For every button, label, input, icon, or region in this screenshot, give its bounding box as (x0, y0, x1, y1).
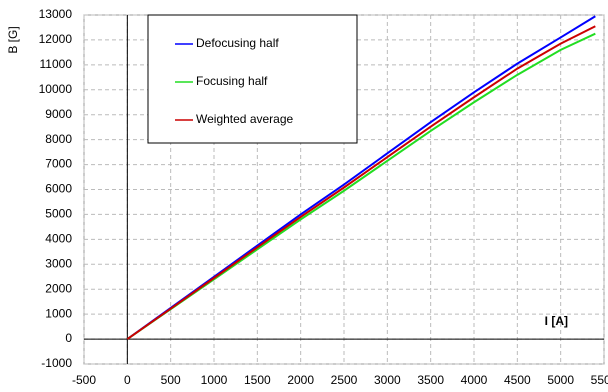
x-tick-label: -500 (72, 373, 96, 387)
legend: Defocusing half Focusing half Weighted ave… (147, 14, 358, 144)
x-tick-label: 5000 (547, 373, 574, 387)
series-line (126, 25, 596, 340)
x-tick-label: 5500 (591, 373, 608, 387)
x-tick-label: 500 (161, 373, 181, 387)
x-tick-label: 2000 (287, 373, 314, 387)
x-tick-label: 3500 (417, 373, 444, 387)
x-tick-label: 1500 (244, 373, 271, 387)
y-tick-label: 10000 (39, 82, 73, 96)
legend-label: Defocusing half (196, 36, 279, 50)
y-tick-label: 7000 (45, 157, 72, 171)
y-tick-label: 11000 (40, 57, 73, 71)
x-axis-label: I [A] (545, 314, 568, 328)
y-tick-label: 6000 (45, 182, 72, 196)
lines (126, 15, 596, 340)
x-tick-label: 0 (124, 373, 131, 387)
x-tick-label: 2500 (331, 373, 358, 387)
y-tick-label: 1000 (45, 306, 72, 320)
y-tick-label: 2000 (45, 281, 72, 295)
x-tick-label: 1000 (201, 373, 228, 387)
x-tick-label: 4000 (461, 373, 488, 387)
y-tick-label: 4000 (45, 232, 72, 246)
y-axis-label: B [G] (6, 26, 20, 53)
y-tick-label: 0 (65, 331, 72, 345)
y-tick-label: 8000 (45, 132, 72, 146)
axes: -100001000200030004000500060007000800090… (39, 7, 608, 387)
y-tick-label: 5000 (45, 207, 72, 221)
legend-label: Weighted average (196, 112, 294, 126)
x-tick-label: 4500 (504, 373, 531, 387)
y-tick-label: 12000 (39, 32, 73, 46)
legend-box (147, 14, 358, 144)
y-tick-label: -1000 (41, 356, 72, 370)
y-tick-label: 3000 (45, 256, 72, 270)
legend-label: Focusing half (196, 74, 268, 88)
y-tick-label: 9000 (45, 107, 72, 121)
x-tick-label: 3000 (374, 373, 401, 387)
y-tick-label: 13000 (39, 7, 73, 21)
